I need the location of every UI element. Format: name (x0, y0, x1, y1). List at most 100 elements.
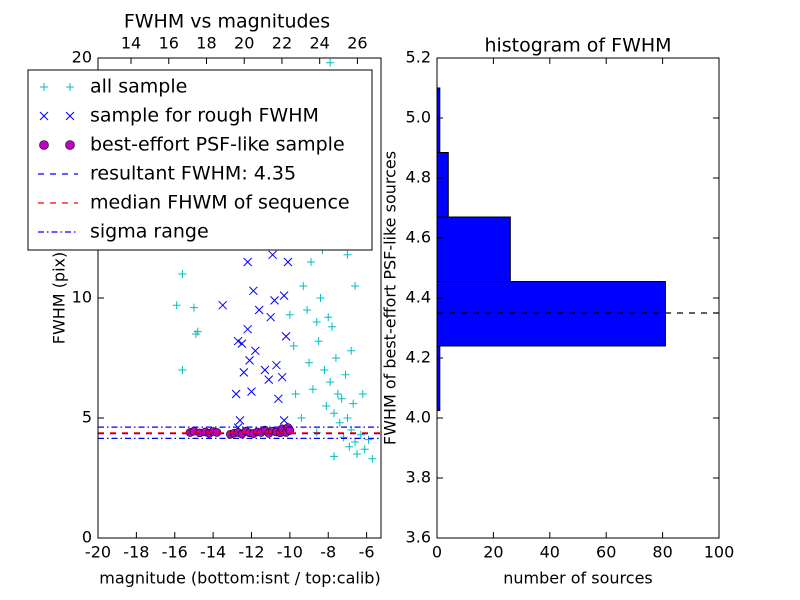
bar (436, 152, 449, 218)
point (289, 342, 298, 350)
legend-marker (65, 140, 75, 150)
point (270, 296, 279, 305)
point (268, 250, 277, 260)
x2-tick-label: 14 (121, 34, 141, 53)
legend-label: sample for rough FWHM (90, 105, 319, 127)
point (326, 58, 335, 67)
x-tick-label: 60 (596, 543, 616, 562)
point (326, 378, 335, 386)
y-tick-label: 5 (82, 408, 92, 427)
y-tick-label: 4.6 (406, 228, 431, 247)
point (245, 356, 254, 365)
point (356, 430, 365, 439)
point (297, 414, 306, 422)
point (291, 390, 300, 398)
point (335, 418, 344, 427)
point (314, 337, 323, 346)
point (343, 250, 352, 259)
point (249, 286, 258, 296)
x-tick-label: 80 (652, 543, 672, 562)
legend-label: sigma range (90, 221, 209, 243)
y-tick-label: 4.0 (406, 408, 431, 427)
point (281, 332, 291, 341)
point (320, 366, 329, 374)
x-tick-label: 0 (432, 543, 442, 562)
x-tick-label: -16 (162, 543, 188, 562)
legend-marker (40, 83, 48, 91)
point (360, 445, 369, 454)
point (260, 365, 270, 375)
point (329, 452, 338, 461)
point (299, 282, 308, 290)
point (349, 399, 358, 408)
point (351, 282, 360, 290)
point (316, 294, 325, 302)
point (322, 402, 331, 410)
point (333, 390, 342, 398)
point (172, 301, 181, 310)
x-tick-label: -10 (277, 543, 303, 562)
y-tick-label: 4.8 (406, 168, 431, 187)
x-tick-label: -20 (85, 543, 111, 562)
x-tick-label: -18 (123, 543, 149, 562)
x-tick-label: -14 (200, 543, 226, 562)
x2-tick-label: 20 (234, 34, 254, 53)
point (239, 368, 249, 377)
y-tick-label: 5.0 (406, 108, 431, 127)
legend-label: median FHWM of sequence (90, 192, 350, 214)
point (351, 438, 360, 446)
y-axis-label: FWHM (pix) (50, 252, 69, 345)
legend-marker (66, 83, 74, 91)
bar (436, 281, 666, 347)
point (308, 385, 317, 394)
x2-tick-label: 26 (347, 34, 367, 53)
x-axis-label: number of sources (503, 569, 653, 588)
point (285, 310, 294, 319)
point (353, 450, 362, 458)
point (250, 346, 260, 356)
chart-title: FWHM vs magnitudes (124, 11, 330, 33)
point (235, 416, 245, 425)
point (368, 454, 377, 463)
y-tick-label: 20 (72, 48, 92, 67)
bar (436, 216, 511, 282)
point (303, 306, 312, 314)
legend-label: resultant FWHM: 4.35 (90, 163, 296, 185)
point (312, 318, 321, 326)
point (279, 291, 289, 300)
point (218, 300, 228, 310)
point (243, 257, 253, 267)
x-tick-label: 20 (483, 543, 503, 562)
legend-label: all sample (90, 76, 187, 98)
point (345, 442, 354, 451)
x-tick-label: 40 (540, 543, 560, 562)
x-tick-label: 100 (704, 543, 735, 562)
point (254, 305, 264, 315)
legend-label: best-effort PSF-like sample (90, 134, 345, 156)
point (266, 312, 276, 322)
point (364, 435, 373, 444)
y-tick-label: 3.8 (406, 468, 431, 487)
y-tick-label: 4.4 (406, 288, 431, 307)
point (283, 257, 293, 267)
point (243, 324, 253, 334)
point (339, 433, 348, 442)
point (306, 258, 315, 266)
x-tick-label: -8 (320, 543, 336, 562)
point (331, 354, 340, 362)
y-tick-label: 4.2 (406, 348, 431, 367)
x2-tick-label: 18 (196, 34, 216, 53)
point (191, 330, 200, 338)
y-tick-label: 3.6 (406, 528, 431, 547)
point (178, 270, 187, 278)
point (273, 394, 283, 404)
point (329, 409, 338, 418)
point (277, 372, 287, 382)
legend-marker (39, 140, 49, 150)
point (305, 358, 314, 367)
point (189, 303, 198, 312)
point (178, 366, 187, 374)
legend (27, 69, 373, 251)
x2-tick-label: 16 (159, 34, 179, 53)
x-axis-label: magnitude (bottom:isnt / top:calib) (99, 569, 380, 588)
